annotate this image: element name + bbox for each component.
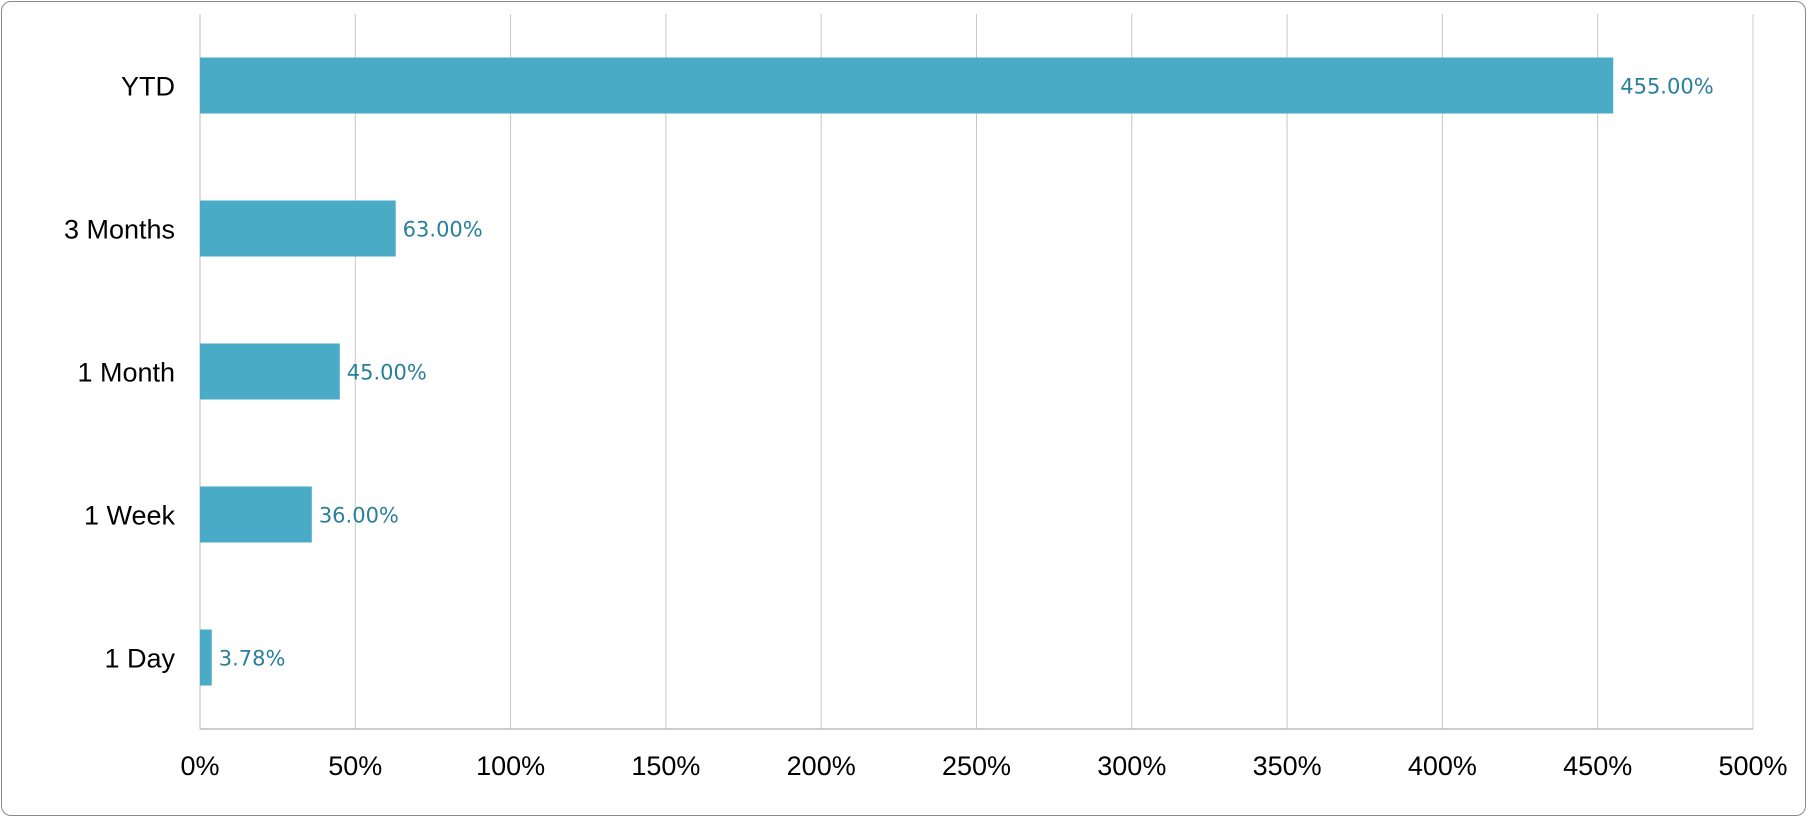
category-label: 1 Month [77,358,175,388]
data-label: 455.00% [1620,75,1713,99]
x-tick-label: 300% [1097,751,1166,781]
data-label: 63.00% [403,218,483,242]
x-tick-label: 450% [1563,751,1632,781]
data-label: 45.00% [347,361,427,385]
x-tick-label: 400% [1408,751,1477,781]
x-tick-label: 150% [631,751,700,781]
category-label: 1 Week [84,501,176,531]
x-tick-label: 100% [476,751,545,781]
bar [200,486,312,543]
x-tick-label: 0% [180,751,219,781]
bar [200,57,1614,114]
bar [200,343,340,400]
category-label: YTD [121,72,175,102]
category-label: 1 Day [104,644,175,674]
data-label: 3.78% [219,647,286,671]
x-tick-label: 350% [1253,751,1322,781]
x-tick-label: 50% [328,751,382,781]
bar [200,200,396,257]
category-label: 3 Months [64,215,175,245]
bar [200,629,212,686]
x-tick-label: 250% [942,751,1011,781]
x-tick-label: 500% [1718,751,1787,781]
x-tick-label: 200% [787,751,856,781]
data-label: 36.00% [319,504,399,528]
